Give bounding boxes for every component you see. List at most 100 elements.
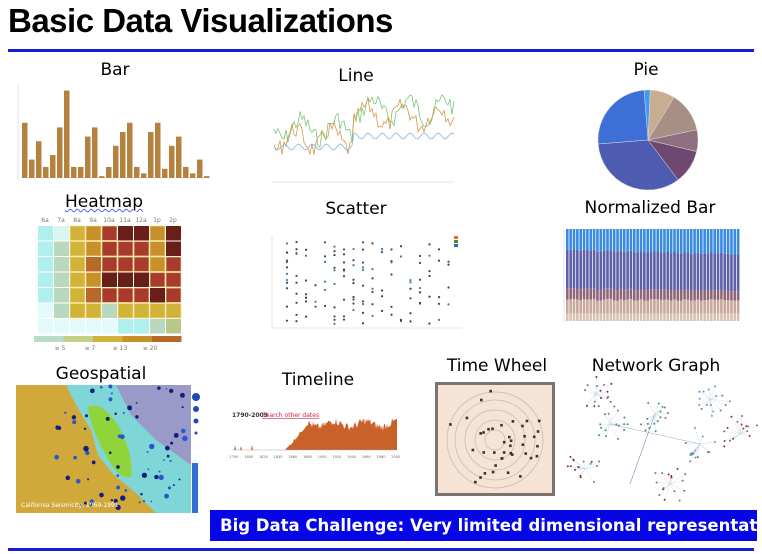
earthquake-point xyxy=(105,416,110,421)
network-edge xyxy=(647,413,656,424)
network-node xyxy=(615,423,618,426)
heatmap-cell xyxy=(165,287,182,303)
scatter-point xyxy=(333,266,336,269)
network-edge xyxy=(694,427,701,445)
time-wheel-point xyxy=(535,454,539,458)
earthquake-point xyxy=(117,434,122,438)
earthquake-point xyxy=(157,386,161,390)
scatter-point xyxy=(295,292,298,295)
normalized-bar-segment xyxy=(666,313,670,321)
timeline-area xyxy=(232,418,397,450)
scatter-point xyxy=(352,295,355,299)
bar xyxy=(50,155,56,178)
network-edge xyxy=(655,473,671,485)
network-node xyxy=(678,499,681,502)
time-wheel-point xyxy=(479,432,482,435)
normalized-bar-segment xyxy=(572,249,576,289)
time-wheel-point xyxy=(491,427,494,431)
time-wheel-label: Time Wheel xyxy=(446,356,548,376)
earthquake-point xyxy=(71,415,77,420)
network-edge xyxy=(573,459,586,470)
heatmap-cell xyxy=(86,257,101,272)
normalized-bar-segment xyxy=(679,229,683,254)
normalized-bar-segment xyxy=(646,252,649,291)
normalized-bar-segment xyxy=(582,288,586,300)
scatter-point xyxy=(447,260,450,263)
normalized-bar-segment xyxy=(566,288,569,300)
network-node xyxy=(694,456,697,459)
normalized-bar-segment xyxy=(689,313,693,321)
time-wheel-point xyxy=(489,389,492,393)
network-node xyxy=(617,437,620,440)
scatter-point xyxy=(437,302,441,305)
normalized-bar-segment xyxy=(730,291,733,301)
earthquake-point xyxy=(181,406,184,409)
scatter-point xyxy=(352,282,355,285)
network-edge xyxy=(699,391,711,400)
bar xyxy=(36,141,42,178)
scatter-point xyxy=(361,266,365,269)
heatmap-legend-swatch xyxy=(34,336,64,342)
normalized-bar-segment xyxy=(626,289,629,300)
network-node xyxy=(661,472,664,475)
network-node xyxy=(673,490,676,493)
normalized-bar-segment xyxy=(686,299,690,314)
bar xyxy=(148,132,154,178)
normalized-bar-segment xyxy=(599,251,603,290)
earthquake-point xyxy=(110,392,113,395)
normalized-bar-segment xyxy=(726,313,730,321)
heatmap-cell xyxy=(134,319,149,334)
normalized-bar-segment xyxy=(720,299,723,314)
normalized-bar-segment xyxy=(720,289,723,300)
normalized-bar-segment xyxy=(636,229,639,253)
normalized-bar-segment xyxy=(639,313,643,321)
scatter-point xyxy=(295,313,298,316)
earthquake-point xyxy=(124,489,128,492)
heatmap-cell xyxy=(85,272,102,288)
network-node xyxy=(658,493,661,496)
network-node xyxy=(623,429,626,432)
heatmap-cell xyxy=(165,272,182,288)
bar xyxy=(162,168,168,178)
normalized-bar-segment xyxy=(649,229,653,252)
normalized-bar-segment xyxy=(730,300,733,314)
normalized-bar-segment xyxy=(586,250,589,289)
network-node xyxy=(648,427,651,430)
time-wheel-point xyxy=(536,430,540,433)
normalized-bar-segment xyxy=(622,229,626,252)
normalized-bar-segment xyxy=(733,291,737,301)
heatmap-cell xyxy=(69,272,86,288)
earthquake-point xyxy=(173,432,179,438)
time-wheel-point xyxy=(482,431,485,434)
normalized-bar-segment xyxy=(569,288,572,300)
normalized-bar-segment xyxy=(619,299,623,314)
bar xyxy=(43,166,49,178)
time-wheel-point xyxy=(510,453,514,456)
scatter-point xyxy=(295,301,298,304)
normalized-bar-segment xyxy=(566,313,569,321)
normalized-bar-segment xyxy=(639,299,643,314)
earthquake-point xyxy=(146,451,149,454)
network-node xyxy=(730,415,733,418)
normalized-bar-segment xyxy=(569,249,572,289)
heatmap-cell xyxy=(165,256,182,272)
timeline-search-link[interactable]: Search other dates xyxy=(262,412,319,419)
normalized-bar-segment xyxy=(666,299,670,314)
scatter-point xyxy=(285,319,289,322)
normalized-bar-segment xyxy=(656,229,660,252)
network-node xyxy=(670,476,673,479)
normalized-bar-segment xyxy=(659,229,663,253)
network-edge xyxy=(594,376,597,395)
normalized-bar-segment xyxy=(706,229,710,254)
normalized-bar-segment xyxy=(726,229,730,254)
network-edge xyxy=(586,393,596,406)
scatter-point xyxy=(361,311,365,314)
time-wheel-point xyxy=(521,443,525,447)
normalized-bar-segment xyxy=(720,313,723,321)
magnitude-legend-dot xyxy=(193,418,199,424)
normalized-bar-segment xyxy=(606,229,609,251)
normalized-bar-segment xyxy=(733,300,737,314)
network-node xyxy=(626,423,629,426)
scatter-point xyxy=(409,320,412,323)
normalized-bar-segment xyxy=(686,289,690,300)
